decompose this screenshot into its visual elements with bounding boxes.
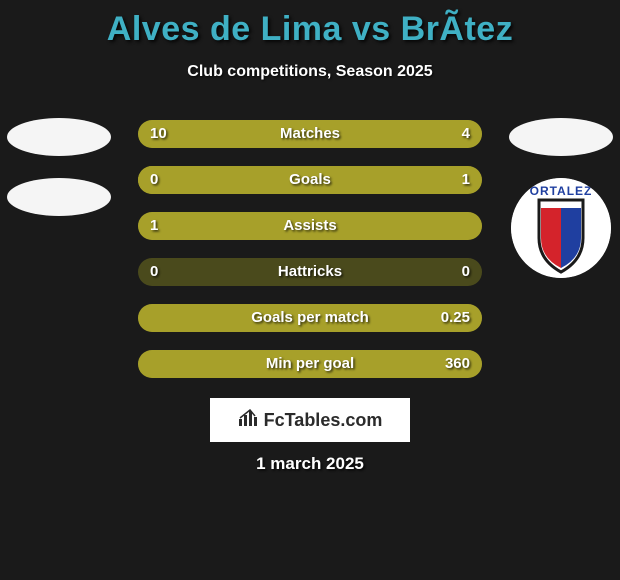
stat-label: Matches <box>138 120 482 148</box>
brand-badge: FcTables.com <box>210 398 410 442</box>
comparison-card: Alves de Lima vs BrÃ­tez Club competitio… <box>0 0 620 580</box>
stat-value-right: 1 <box>462 166 470 194</box>
stat-value-right: 0 <box>462 258 470 286</box>
right-player-badges: ORTALEZ <box>506 118 616 278</box>
player-photo-placeholder <box>509 118 613 156</box>
stat-row: 0Goals1 <box>138 166 482 194</box>
stat-value-right: 4 <box>462 120 470 148</box>
stat-row: Min per goal360 <box>138 350 482 378</box>
fortaleza-shield-icon: ORTALEZ <box>511 178 611 278</box>
subtitle: Club competitions, Season 2025 <box>0 63 620 81</box>
stat-row: Goals per match0.25 <box>138 304 482 332</box>
stat-label: Goals per match <box>138 304 482 332</box>
club-logo-placeholder <box>7 178 111 216</box>
stat-value-right: 360 <box>445 350 470 378</box>
brand-text: FcTables.com <box>264 410 383 431</box>
page-title: Alves de Lima vs BrÃ­tez <box>0 0 620 49</box>
date-label: 1 march 2025 <box>0 454 620 474</box>
player-photo-placeholder <box>7 118 111 156</box>
comparison-bars: 10Matches40Goals11Assists0Hattricks0Goal… <box>138 120 482 396</box>
left-player-badges <box>4 118 114 216</box>
stat-label: Min per goal <box>138 350 482 378</box>
stat-label: Assists <box>138 212 482 240</box>
club-logo-fortaleza: ORTALEZ <box>511 178 611 278</box>
svg-text:ORTALEZ: ORTALEZ <box>530 184 593 198</box>
stat-label: Goals <box>138 166 482 194</box>
stat-row: 0Hattricks0 <box>138 258 482 286</box>
stat-row: 10Matches4 <box>138 120 482 148</box>
stat-label: Hattricks <box>138 258 482 286</box>
chart-icon <box>238 409 258 432</box>
stat-value-right: 0.25 <box>441 304 470 332</box>
stat-row: 1Assists <box>138 212 482 240</box>
